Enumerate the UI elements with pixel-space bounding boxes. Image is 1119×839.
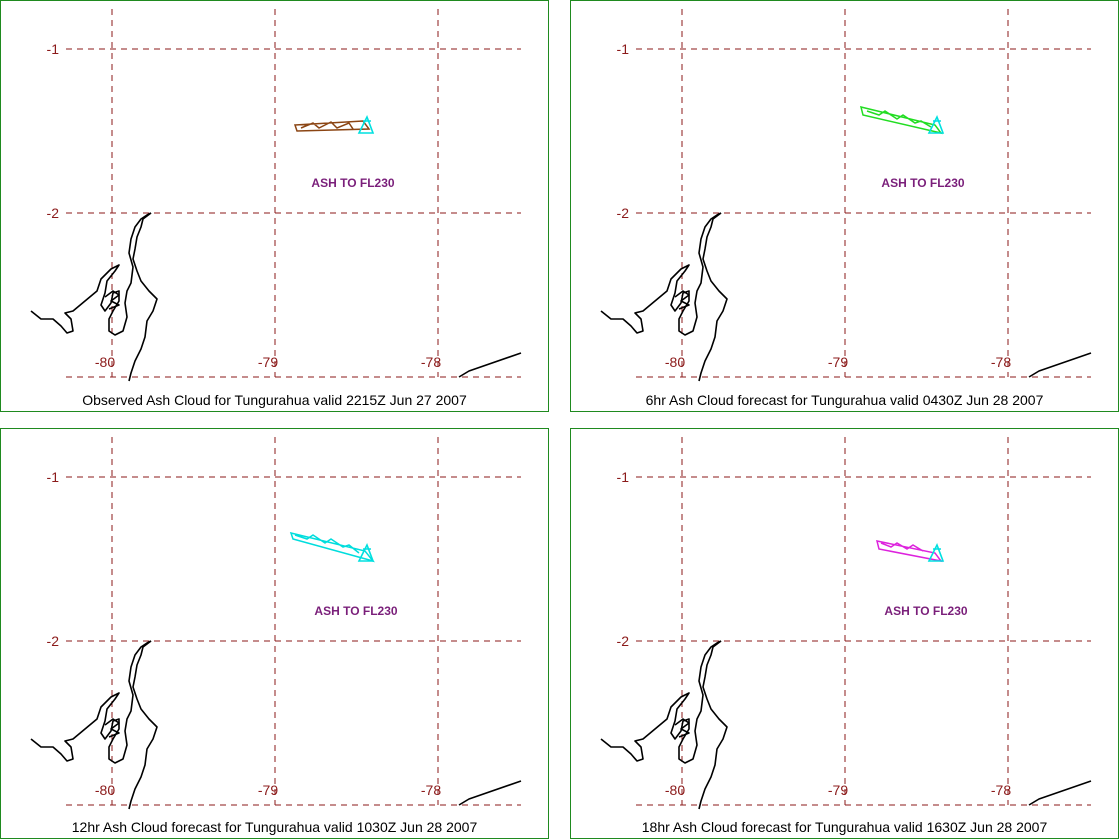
ash-cloud-plume	[875, 540, 943, 563]
ash-cloud	[859, 105, 945, 135]
ash-height-annotation: ASH TO FL230	[314, 604, 397, 618]
map-6hr: -1 -2 -80 -79 -78 ASH TO FL230	[600, 9, 1092, 382]
lat-label-minus2: -2	[617, 633, 630, 649]
coastline-west	[30, 212, 152, 336]
lon-label-minus78: -78	[421, 354, 441, 370]
lat-label-minus1: -1	[47, 469, 60, 485]
vent-marker	[927, 115, 945, 134]
ash-cloud	[289, 531, 376, 563]
ash-height-annotation: ASH TO FL230	[311, 176, 394, 190]
ash-cloud	[293, 115, 375, 134]
lon-label-minus79: -79	[258, 354, 278, 370]
border-southeast	[1028, 780, 1092, 806]
ash-cloud-plume	[859, 105, 943, 135]
panel-caption: 18hr Ash Cloud forecast for Tungurahua v…	[641, 819, 1048, 835]
graticule	[66, 9, 521, 378]
lat-label-minus2: -2	[47, 205, 60, 221]
map-observed: -1 -2 -80 -79 -78 ASH TO FL230	[30, 9, 522, 382]
lon-label-minus78: -78	[421, 782, 441, 798]
lat-label-minus1: -1	[617, 41, 630, 57]
panel-caption: Observed Ash Cloud for Tungurahua valid …	[82, 392, 467, 408]
coastline-west	[30, 640, 152, 764]
lon-label-minus78: -78	[991, 782, 1011, 798]
ash-cloud-plume	[293, 120, 371, 132]
border-southeast	[458, 352, 522, 378]
ash-cloud	[875, 540, 945, 563]
coastline-east	[128, 640, 158, 810]
vent-marker	[357, 115, 375, 134]
coastline-inlet	[104, 290, 120, 310]
panel-caption: 6hr Ash Cloud forecast for Tungurahua va…	[645, 392, 1044, 408]
lon-label-minus80: -80	[95, 782, 115, 798]
coastline-inlet	[104, 718, 120, 738]
lon-label-minus80: -80	[95, 354, 115, 370]
panel-18hr: -1 -2 -80 -79 -78 ASH TO FL230 18hr Ash …	[570, 428, 1119, 839]
map-12hr: -1 -2 -80 -79 -78 ASH TO FL230	[30, 437, 522, 810]
graticule	[66, 437, 521, 806]
coastline-west	[600, 640, 722, 764]
ash-height-annotation: ASH TO FL230	[881, 176, 964, 190]
panel-caption: 12hr Ash Cloud forecast for Tungurahua v…	[71, 819, 478, 835]
lon-label-minus78: -78	[991, 354, 1011, 370]
lat-label-minus2: -2	[47, 633, 60, 649]
vent-marker	[927, 543, 945, 562]
coastline-east	[698, 212, 728, 382]
coastline-inlet	[674, 718, 690, 738]
lon-label-minus79: -79	[828, 782, 848, 798]
graticule	[636, 9, 1091, 378]
panel-observed: -1 -2 -80 -79 -78 ASH TO FL230 Observed …	[0, 0, 549, 412]
border-southeast	[1028, 352, 1092, 378]
coastline-west	[600, 212, 722, 336]
panel-12hr: -1 -2 -80 -79 -78 ASH TO FL230 12hr Ash …	[0, 428, 549, 839]
border-southeast	[458, 780, 522, 806]
lon-label-minus80: -80	[665, 354, 685, 370]
ash-height-annotation: ASH TO FL230	[884, 604, 967, 618]
coastline-east	[128, 212, 158, 382]
vent-marker	[357, 543, 375, 562]
lat-label-minus1: -1	[47, 41, 60, 57]
lat-label-minus2: -2	[617, 205, 630, 221]
graticule	[636, 437, 1091, 806]
map-18hr: -1 -2 -80 -79 -78 ASH TO FL230	[600, 437, 1092, 810]
coastline-east	[698, 640, 728, 810]
coastline-inlet	[674, 290, 690, 310]
lon-label-minus79: -79	[828, 354, 848, 370]
lon-label-minus79: -79	[258, 782, 278, 798]
panel-6hr: -1 -2 -80 -79 -78 ASH TO FL230 6hr Ash C…	[570, 0, 1119, 412]
lon-label-minus80: -80	[665, 782, 685, 798]
lat-label-minus1: -1	[617, 469, 630, 485]
